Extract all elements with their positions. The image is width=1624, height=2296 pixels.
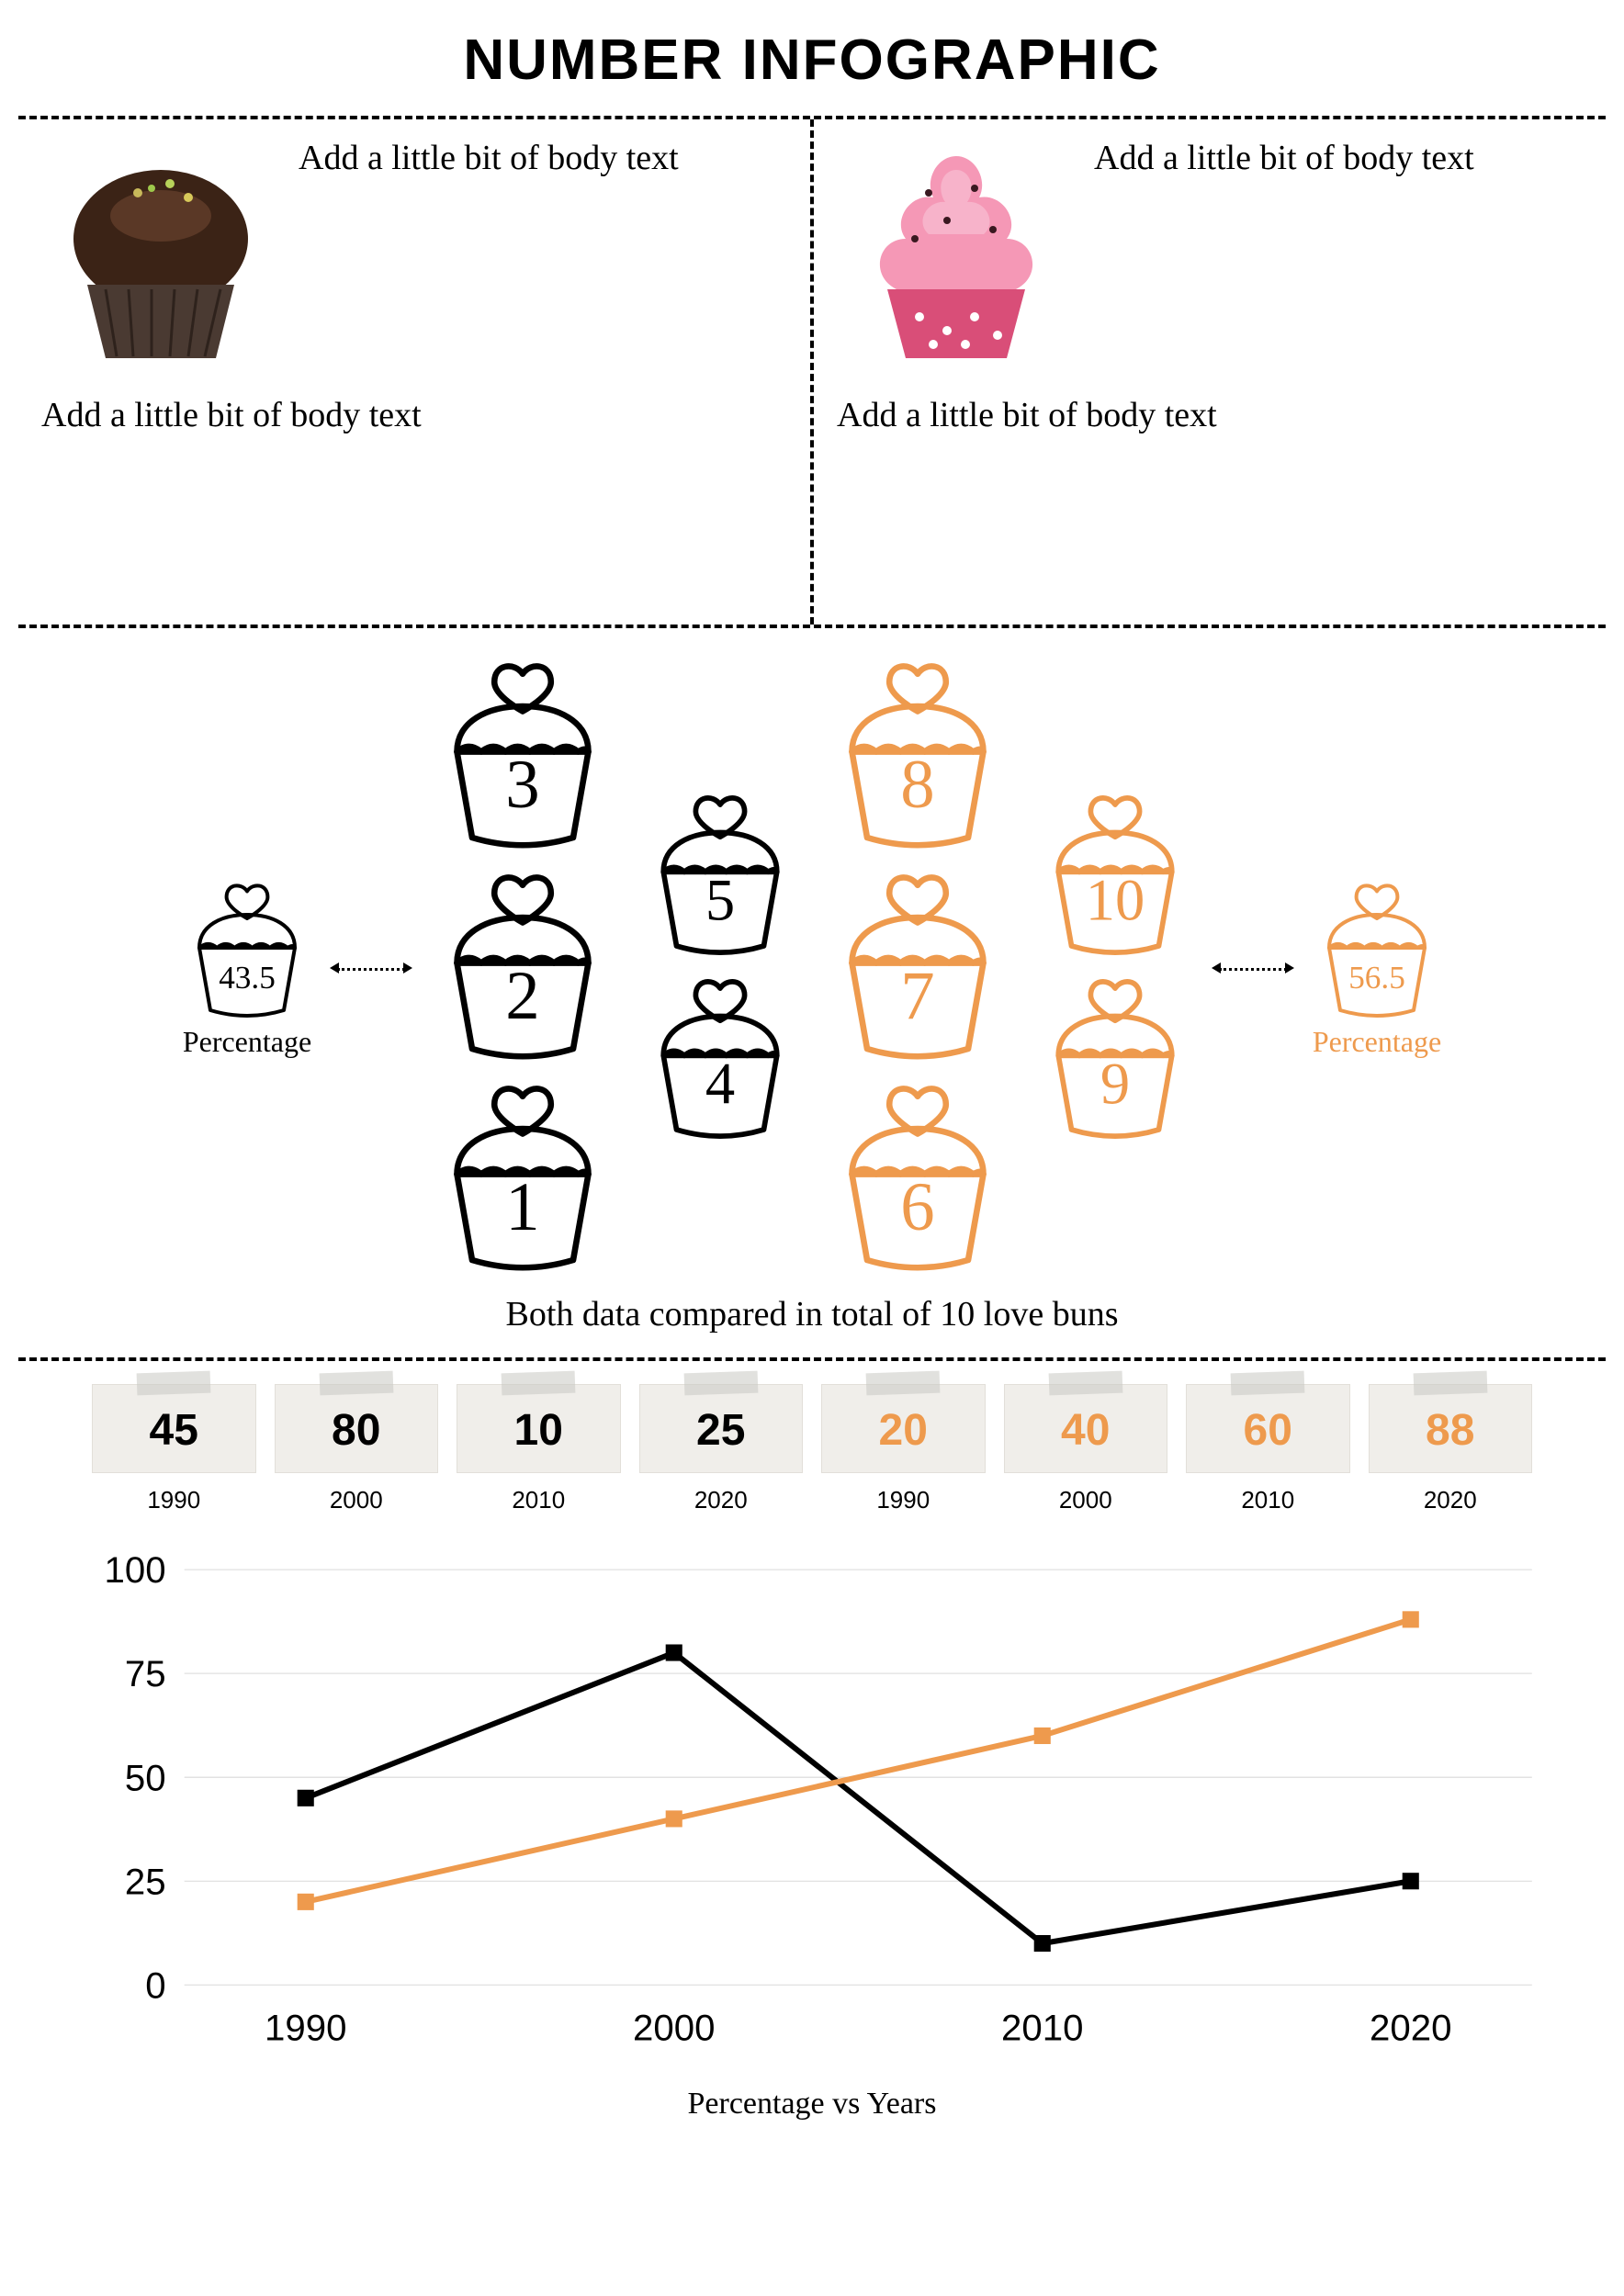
tape-card-6: 60 2010 [1186,1384,1350,1514]
bun-1: 1 [422,1078,624,1280]
bun-4: 4 [633,973,807,1147]
tape-value: 20 [822,1405,985,1456]
tape-value: 80 [276,1405,438,1456]
svg-text:25: 25 [125,1861,166,1902]
tape-card-4: 20 1990 [821,1384,986,1514]
tape-card-3: 25 2020 [639,1384,804,1514]
middle-section: 43.5 Percentage 3 2 [18,628,1606,1361]
bun-7: 7 [817,867,1019,1069]
svg-text:4: 4 [705,1051,735,1117]
arrow-right-icon [1212,959,1294,977]
tape-paper: 80 [275,1384,439,1473]
bottom-section: 45 1990 80 2000 10 2010 25 2020 20 1990 … [18,1361,1606,2140]
svg-text:5: 5 [705,867,735,933]
svg-text:2000: 2000 [633,2008,715,2049]
tape-row: 45 1990 80 2000 10 2010 25 2020 20 1990 … [55,1384,1569,1514]
right-percentage-label: Percentage [1303,1025,1450,1059]
page-title: NUMBER INFOGRAPHIC [18,28,1606,93]
svg-text:6: 6 [900,1169,934,1245]
bun-3: 3 [422,656,624,858]
svg-text:1990: 1990 [265,2008,346,2049]
top-section: Add a little bit of body text Add a litt… [18,116,1606,628]
svg-text:7: 7 [900,958,934,1034]
tape-card-0: 45 1990 [92,1384,256,1514]
arrow-left-icon [330,959,412,977]
top-right-text-right: Add a little bit of body text [1094,138,1583,178]
black-buns-group: 3 2 1 [422,656,807,1280]
tape-card-1: 80 2000 [275,1384,439,1514]
bun-8: 8 [817,656,1019,858]
svg-text:100: 100 [105,1551,166,1591]
line-chart: 0 25 50 75 100 1990 2000 2010 2020 Percentage vs… [55,1551,1569,2122]
tape-card-7: 88 2020 [1369,1384,1533,1514]
tape-paper: 25 [639,1384,804,1473]
right-percentage-block: 56.5 Percentage [1303,878,1450,1059]
tape-year: 2010 [1186,1486,1350,1514]
tape-year: 2000 [275,1486,439,1514]
tape-year: 1990 [821,1486,986,1514]
tape-paper: 40 [1004,1384,1168,1473]
bun-6: 6 [817,1078,1019,1280]
cupcake-outline-icon: 56.5 [1303,878,1450,1025]
left-percentage-label: Percentage [174,1025,321,1059]
tape-year: 2020 [1369,1486,1533,1514]
bun-2: 2 [422,867,624,1069]
bun-5: 5 [633,789,807,963]
tape-paper: 20 [821,1384,986,1473]
left-percentage-block: 43.5 Percentage [174,878,321,1059]
svg-text:3: 3 [505,747,539,823]
top-right-cell: Add a little bit of body text Add a litt… [814,119,1606,625]
tape-paper: 45 [92,1384,256,1473]
bun-9: 9 [1028,973,1202,1147]
svg-text:43.5: 43.5 [219,960,276,996]
tape-value: 10 [457,1405,620,1456]
svg-text:9: 9 [1100,1051,1130,1117]
svg-text:1: 1 [505,1169,539,1245]
top-left-text-below: Add a little bit of body text [41,395,787,435]
cupcake-outline-icon: 43.5 [174,878,321,1025]
tape-year: 2000 [1004,1486,1168,1514]
tape-year: 2020 [639,1486,804,1514]
tape-card-2: 10 2010 [457,1384,621,1514]
tape-year: 1990 [92,1486,256,1514]
svg-text:0: 0 [145,1964,165,2006]
tape-paper: 60 [1186,1384,1350,1473]
chart-caption: Percentage vs Years [55,2087,1569,2122]
top-left-text-right: Add a little bit of body text [299,138,787,178]
svg-text:2020: 2020 [1370,2008,1451,2049]
svg-text:2: 2 [505,958,539,1034]
tape-value: 60 [1187,1405,1349,1456]
pink-cupcake-icon [837,138,1076,377]
middle-caption: Both data compared in total of 10 love b… [37,1294,1587,1334]
svg-text:75: 75 [125,1653,166,1694]
top-right-text-below: Add a little bit of body text [837,395,1583,435]
top-left-cell: Add a little bit of body text Add a litt… [18,119,814,625]
chocolate-cupcake-icon [41,138,280,377]
svg-text:10: 10 [1086,867,1145,933]
svg-text:8: 8 [900,747,934,823]
orange-buns-group: 8 7 6 [817,656,1202,1280]
tape-value: 25 [640,1405,803,1456]
tape-value: 88 [1370,1405,1532,1456]
tape-paper: 88 [1369,1384,1533,1473]
tape-value: 45 [93,1405,255,1456]
bun-10: 10 [1028,789,1202,963]
svg-text:50: 50 [125,1757,166,1798]
svg-text:56.5: 56.5 [1348,960,1405,996]
tape-paper: 10 [457,1384,621,1473]
svg-text:2010: 2010 [1001,2008,1083,2049]
tape-year: 2010 [457,1486,621,1514]
tape-value: 40 [1005,1405,1167,1456]
tape-card-5: 40 2000 [1004,1384,1168,1514]
